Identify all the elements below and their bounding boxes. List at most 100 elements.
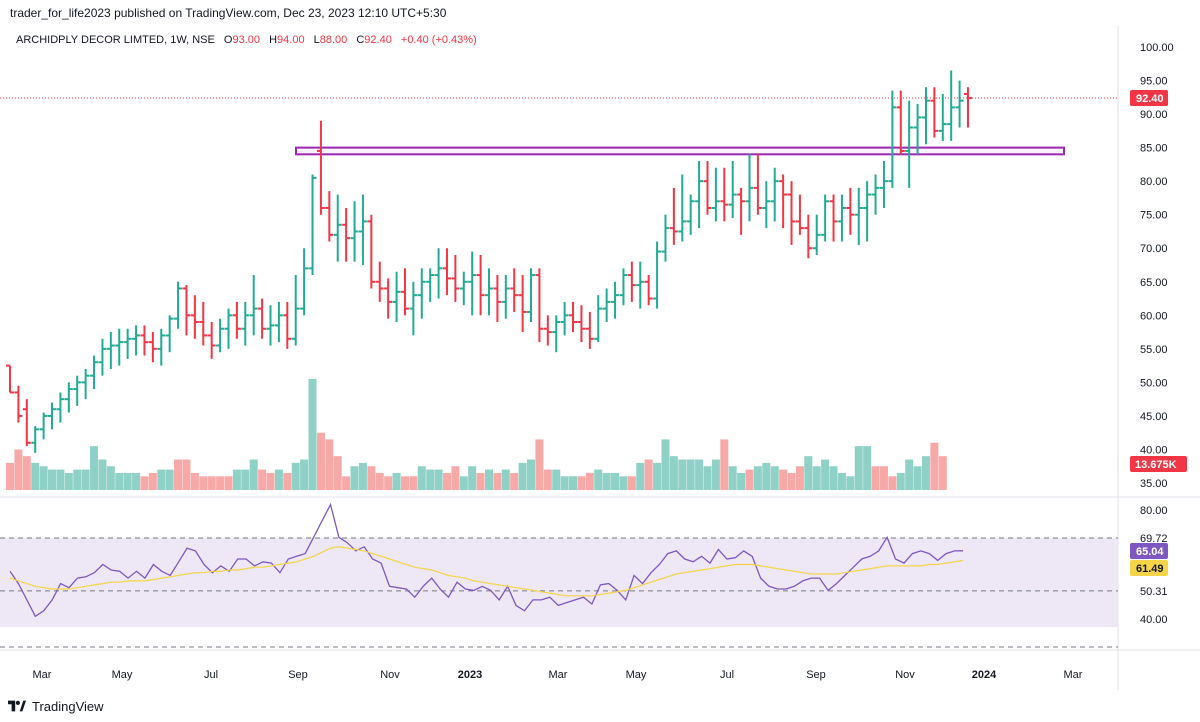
ohlc-bar [140, 325, 149, 356]
volume-bar [216, 476, 225, 490]
ohlc-bar [274, 301, 283, 343]
ohlc-bar [266, 305, 275, 346]
footer[interactable]: TradingView [8, 696, 104, 716]
ohlc-bar [577, 305, 586, 343]
ohlc-bar [753, 154, 762, 215]
price-axis-tick: 75.00 [1140, 210, 1168, 222]
ohlc-bar [779, 174, 788, 229]
ohlc-bar [737, 187, 746, 235]
open-value: 93.00 [232, 34, 261, 46]
volume-series [6, 379, 947, 490]
rsi-axis-tick: 80.00 [1140, 505, 1168, 517]
volume-bar [854, 446, 863, 490]
ohlc-bar [81, 368, 90, 400]
ohlc-bar [493, 275, 502, 323]
volume-bar [493, 472, 502, 490]
volume-bar [316, 432, 325, 490]
ohlc-bar [846, 187, 855, 235]
volume-bar [325, 439, 334, 490]
volume-bar [829, 466, 838, 490]
volume-bar [543, 469, 552, 490]
time-axis-tick: Nov [895, 669, 915, 681]
volume-bar [527, 459, 536, 490]
volume-bar [367, 466, 376, 490]
price-axis-tick: 65.00 [1140, 277, 1168, 289]
rsi-value-badge [1130, 543, 1168, 559]
ohlc-bar [258, 298, 267, 339]
ohlc-bar [569, 301, 578, 333]
volume-bar [342, 476, 351, 490]
high-value: 94.00 [277, 34, 305, 46]
ohlc-bar [745, 154, 754, 222]
last-price-badge [1130, 89, 1168, 106]
time-axis-tick: Mar [33, 669, 52, 681]
time-axis-tick: Jul [204, 669, 218, 681]
price-axis-tick: 55.00 [1140, 344, 1168, 356]
price-axis-tick: 70.00 [1140, 243, 1168, 255]
rsi-axis-tick: 50.31 [1140, 586, 1168, 598]
ohlc-bar [14, 385, 23, 423]
ohlc-bar [6, 364, 14, 394]
ohlc-bar [804, 214, 813, 259]
volume-badge [1130, 456, 1187, 472]
ohlc-bar [316, 120, 325, 215]
ohlc-bar [73, 375, 82, 406]
volume-bar [106, 466, 115, 490]
volume-bar [863, 446, 872, 490]
ohlc-bar [64, 382, 73, 413]
volume-bar [409, 476, 418, 490]
time-axis-tick: Nov [380, 669, 400, 681]
volume-bar [417, 466, 426, 490]
ohlc-bar [367, 214, 376, 289]
volume-bar [535, 439, 544, 490]
ohlc-bar [485, 268, 493, 316]
volume-bar [611, 472, 620, 490]
volume-bar [804, 456, 813, 490]
volume-bar [686, 459, 695, 490]
ohlc-bar [291, 275, 300, 346]
volume-bar [678, 459, 687, 490]
volume-bar [695, 459, 704, 490]
ohlc-bar [308, 174, 317, 276]
volume-bar [795, 466, 804, 490]
volume-bar [22, 456, 31, 490]
volume-bar [207, 476, 216, 490]
volume-bar [199, 476, 208, 490]
volume-bar [190, 472, 199, 490]
volume-bar [905, 459, 914, 490]
volume-bar [888, 476, 897, 490]
ohlc-bar [812, 214, 821, 255]
ohlc-bar [39, 412, 48, 440]
time-axis-tick: Mar [1064, 669, 1083, 681]
ohlc-bar [720, 167, 729, 222]
ohlc-bar [375, 261, 384, 302]
volume-bar [468, 466, 477, 490]
ohlc-bar [90, 355, 99, 390]
ohlc-bar [510, 268, 519, 312]
symbol-legend[interactable]: ARCHIDPLY DECOR LIMTED, 1W, NSE O93.00 H… [16, 34, 477, 46]
volume-label: 13.675K [1135, 459, 1177, 471]
volume-bar [274, 469, 283, 490]
volume-bar [569, 476, 578, 490]
volume-bar [627, 476, 636, 490]
price-axis-tick: 35.00 [1140, 478, 1168, 490]
volume-bar [434, 469, 443, 490]
ohlc-bar [653, 241, 662, 309]
volume-bar [442, 472, 451, 490]
ohlc-bar [711, 167, 720, 222]
ohlc-bar [879, 161, 888, 208]
ohlc-bar [888, 90, 897, 188]
ohlc-bar [249, 275, 258, 336]
ohlc-bar [905, 100, 914, 188]
ohlc-bar [619, 268, 628, 306]
ohlc-bar [224, 308, 233, 349]
ohlc-bar [232, 301, 241, 339]
ohlc-bar [695, 161, 704, 229]
volume-bar [560, 476, 569, 490]
rsi-axis-tick: 40.00 [1140, 614, 1168, 626]
ohlc-bar [938, 93, 947, 141]
volume-bar [577, 476, 586, 490]
ohlc-bar [476, 254, 485, 316]
ohlc-bar [594, 295, 603, 343]
